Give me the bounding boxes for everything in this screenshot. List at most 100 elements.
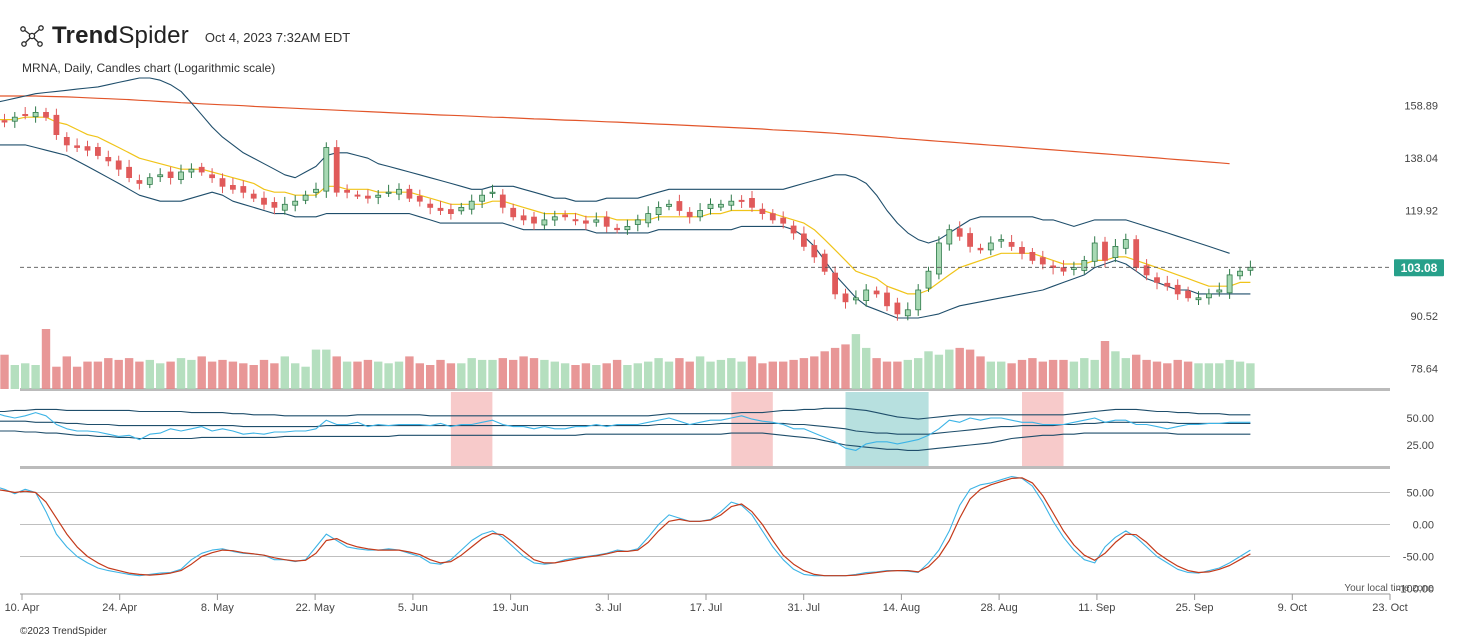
volume-bar bbox=[301, 366, 310, 389]
candle bbox=[458, 206, 465, 212]
volume-bar bbox=[21, 363, 30, 389]
candle bbox=[946, 229, 953, 245]
sma-line bbox=[0, 95, 1230, 165]
candle bbox=[832, 272, 838, 295]
bollinger-upper-line bbox=[0, 77, 1230, 254]
volume-bar bbox=[280, 356, 289, 389]
candle bbox=[271, 201, 278, 208]
date-axis-label: 28. Aug bbox=[980, 602, 1017, 614]
oscillator-line bbox=[0, 412, 1251, 451]
brand-logo: TrendSpider bbox=[52, 22, 189, 49]
volume-bar bbox=[758, 363, 767, 389]
date-axis-label: 11. Sep bbox=[1078, 602, 1115, 614]
candle bbox=[105, 156, 112, 162]
candle bbox=[1122, 239, 1129, 249]
volume-bar bbox=[685, 361, 694, 389]
panel-separator bbox=[20, 388, 1390, 391]
candle bbox=[364, 195, 371, 199]
volume-bar bbox=[1225, 359, 1234, 389]
candle bbox=[1, 120, 8, 123]
candle bbox=[261, 197, 267, 205]
candle bbox=[22, 114, 29, 117]
candle bbox=[551, 216, 558, 221]
volume-bar bbox=[477, 359, 487, 389]
candle bbox=[572, 219, 579, 222]
volume-bar bbox=[1111, 351, 1120, 389]
oscillator-axis-label: 25.00 bbox=[1406, 440, 1434, 452]
volume-bar bbox=[1028, 358, 1037, 389]
candle bbox=[209, 174, 216, 179]
candle bbox=[603, 216, 610, 227]
volume-bar bbox=[592, 365, 601, 389]
candle bbox=[1185, 290, 1191, 299]
volume-bar bbox=[270, 363, 279, 389]
candle bbox=[53, 114, 60, 136]
volume-bar bbox=[93, 361, 103, 389]
candle bbox=[167, 171, 174, 178]
volume-bar bbox=[384, 363, 393, 389]
candle bbox=[614, 227, 620, 231]
volume-bar bbox=[1173, 359, 1182, 389]
volume-bar bbox=[789, 359, 798, 389]
candle bbox=[396, 188, 402, 195]
date-axis-label: 10. Apr bbox=[5, 602, 40, 614]
candle bbox=[468, 200, 475, 210]
candle bbox=[738, 199, 745, 202]
volume-bar bbox=[571, 365, 580, 389]
volume-bar bbox=[1038, 361, 1047, 389]
volume-bar bbox=[779, 361, 788, 389]
candle bbox=[583, 220, 589, 224]
price-axis-label: 119.92 bbox=[1405, 206, 1438, 218]
candle bbox=[873, 290, 880, 295]
volume-bar bbox=[633, 363, 642, 389]
volume-bar bbox=[114, 359, 123, 389]
oscillator-band-lower bbox=[0, 430, 1251, 451]
volume-bar bbox=[810, 356, 819, 389]
momentum-axis-label: 0.00 bbox=[1413, 520, 1434, 532]
candle bbox=[634, 219, 641, 225]
volume-bar bbox=[374, 361, 383, 389]
date-axis-label: 24. Apr bbox=[102, 602, 137, 614]
volume-bar bbox=[716, 359, 726, 389]
volume-bar bbox=[581, 363, 591, 389]
volume-bar bbox=[737, 361, 746, 389]
candle bbox=[790, 225, 797, 234]
candle bbox=[84, 146, 91, 151]
candle bbox=[416, 195, 423, 202]
volume-bar bbox=[135, 361, 144, 389]
volume-bar bbox=[623, 365, 632, 389]
volume-bar bbox=[322, 349, 331, 389]
volume-bar bbox=[706, 361, 715, 389]
date-axis-label: 17. Jul bbox=[690, 602, 722, 614]
volume-bar bbox=[675, 358, 684, 389]
volume-bar bbox=[540, 359, 549, 389]
volume-bar bbox=[394, 361, 404, 389]
volume-bar bbox=[249, 365, 258, 389]
volume-bar bbox=[1007, 363, 1016, 389]
candle bbox=[115, 160, 122, 170]
volume-bar bbox=[31, 365, 40, 389]
volume-bar bbox=[353, 361, 362, 389]
volume-bar bbox=[965, 349, 975, 389]
candle bbox=[936, 242, 942, 275]
candle bbox=[624, 225, 631, 231]
volume-bar bbox=[1048, 359, 1058, 389]
candle bbox=[499, 194, 506, 208]
volume-bar bbox=[851, 334, 861, 389]
price-axis-label: 78.64 bbox=[1410, 364, 1438, 376]
candle bbox=[1102, 241, 1108, 261]
oscillator-band-mid bbox=[0, 420, 1251, 435]
candle bbox=[333, 147, 340, 193]
date-axis-label: 9. Oct bbox=[1278, 602, 1307, 614]
panel-separator bbox=[20, 466, 1390, 469]
volume-bar bbox=[207, 361, 217, 389]
candle bbox=[541, 219, 548, 226]
volume-bar bbox=[841, 344, 850, 389]
candle bbox=[302, 194, 309, 201]
volume-bar bbox=[903, 359, 912, 389]
candle bbox=[510, 207, 517, 218]
candle bbox=[489, 191, 496, 194]
candle bbox=[126, 166, 132, 179]
volume-bar bbox=[1069, 361, 1079, 389]
